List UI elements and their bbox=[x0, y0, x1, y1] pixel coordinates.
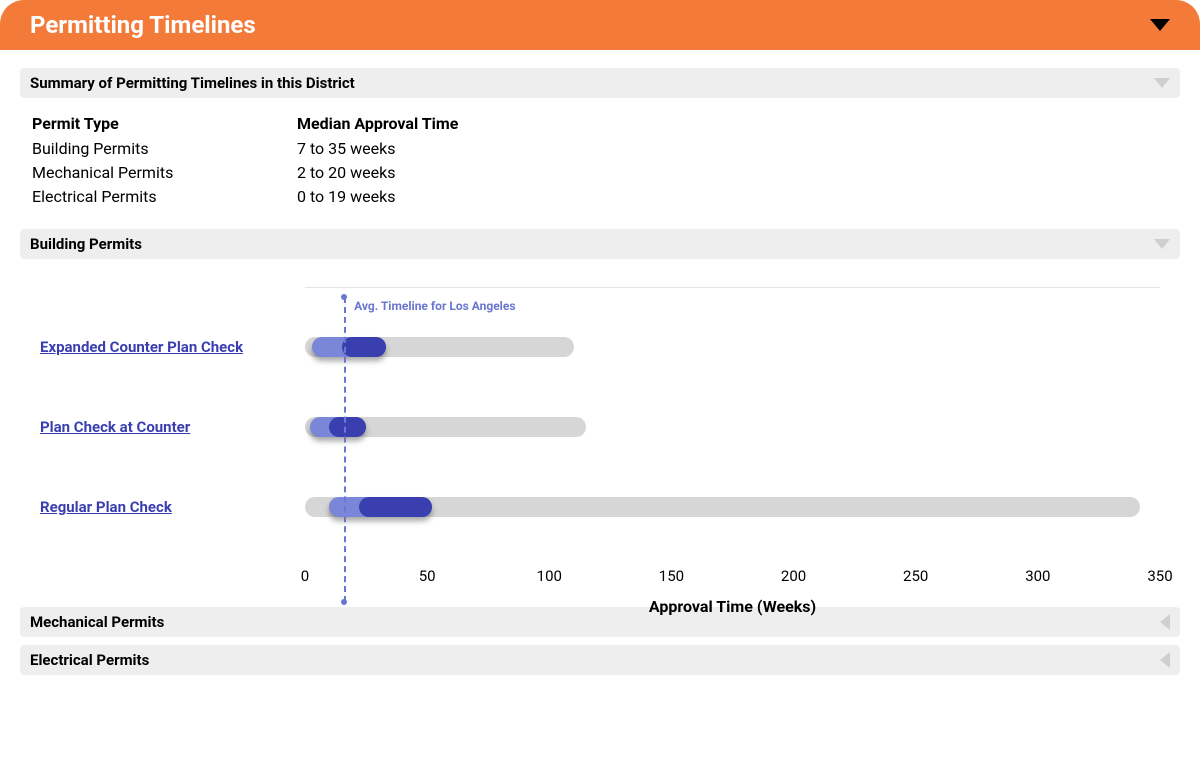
summary-col-permit-type: Permit Type Building Permits Mechanical … bbox=[32, 114, 297, 209]
axis-tick: 200 bbox=[781, 567, 806, 585]
axis-tick: 250 bbox=[903, 567, 928, 585]
summary-col-median: Median Approval Time 7 to 35 weeks 2 to … bbox=[297, 114, 458, 209]
x-axis: 050100150200250300350Approval Time (Week… bbox=[305, 567, 1160, 597]
row-label-link[interactable]: Regular Plan Check bbox=[40, 498, 305, 516]
table-row: Electrical Permits bbox=[32, 185, 297, 209]
reference-line bbox=[344, 297, 346, 602]
row-track bbox=[305, 467, 1160, 547]
chevron-left-icon[interactable] bbox=[1160, 614, 1170, 630]
chart-row: Expanded Counter Plan Check bbox=[40, 307, 1160, 387]
section-title: Electrical Permits bbox=[30, 651, 149, 669]
table-row: Mechanical Permits bbox=[32, 161, 297, 185]
panel-header[interactable]: Permitting Timelines bbox=[0, 0, 1200, 50]
table-row: Building Permits bbox=[32, 137, 297, 161]
axis-tick: 0 bbox=[301, 567, 309, 585]
axis-label: Approval Time (Weeks) bbox=[649, 597, 816, 616]
row-track bbox=[305, 307, 1160, 387]
chart-row: Plan Check at Counter bbox=[40, 387, 1160, 467]
axis-tick: 100 bbox=[537, 567, 562, 585]
collapse-icon[interactable] bbox=[1150, 19, 1170, 31]
reference-label: Avg. Timeline for Los Angeles bbox=[354, 299, 515, 313]
table-row: 7 to 35 weeks bbox=[297, 137, 458, 161]
chevron-down-icon[interactable] bbox=[1154, 78, 1170, 88]
summary-table: Permit Type Building Permits Mechanical … bbox=[20, 106, 1180, 229]
range-bar-inner bbox=[329, 417, 366, 437]
electrical-permits-header[interactable]: Electrical Permits bbox=[20, 645, 1180, 675]
chevron-down-icon[interactable] bbox=[1154, 239, 1170, 249]
section-title: Building Permits bbox=[30, 235, 142, 253]
axis-tick: 150 bbox=[659, 567, 684, 585]
row-track bbox=[305, 387, 1160, 467]
range-bar-inner bbox=[359, 497, 432, 517]
section-title: Mechanical Permits bbox=[30, 613, 164, 631]
axis-tick: 300 bbox=[1025, 567, 1050, 585]
panel-title: Permitting Timelines bbox=[30, 11, 256, 39]
range-bar-inner bbox=[342, 337, 386, 357]
axis-tick: 350 bbox=[1147, 567, 1172, 585]
axis-tick: 50 bbox=[419, 567, 436, 585]
col-header: Permit Type bbox=[32, 114, 297, 133]
mechanical-permits-header[interactable]: Mechanical Permits bbox=[20, 607, 1180, 637]
summary-section-title: Summary of Permitting Timelines in this … bbox=[30, 74, 355, 92]
building-permits-chart: Expanded Counter Plan Check Plan Check at… bbox=[20, 267, 1180, 607]
table-row: 0 to 19 weeks bbox=[297, 185, 458, 209]
panel: Permitting Timelines Summary of Permitti… bbox=[0, 0, 1200, 757]
chart-top-rule bbox=[305, 287, 1160, 288]
row-label-link[interactable]: Expanded Counter Plan Check bbox=[40, 338, 305, 356]
col-header: Median Approval Time bbox=[297, 114, 458, 133]
chevron-left-icon[interactable] bbox=[1160, 652, 1170, 668]
row-label-link[interactable]: Plan Check at Counter bbox=[40, 418, 305, 436]
table-row: 2 to 20 weeks bbox=[297, 161, 458, 185]
summary-section-header[interactable]: Summary of Permitting Timelines in this … bbox=[20, 68, 1180, 98]
chart-row: Regular Plan Check bbox=[40, 467, 1160, 547]
panel-content: Summary of Permitting Timelines in this … bbox=[0, 68, 1200, 703]
building-permits-header[interactable]: Building Permits bbox=[20, 229, 1180, 259]
